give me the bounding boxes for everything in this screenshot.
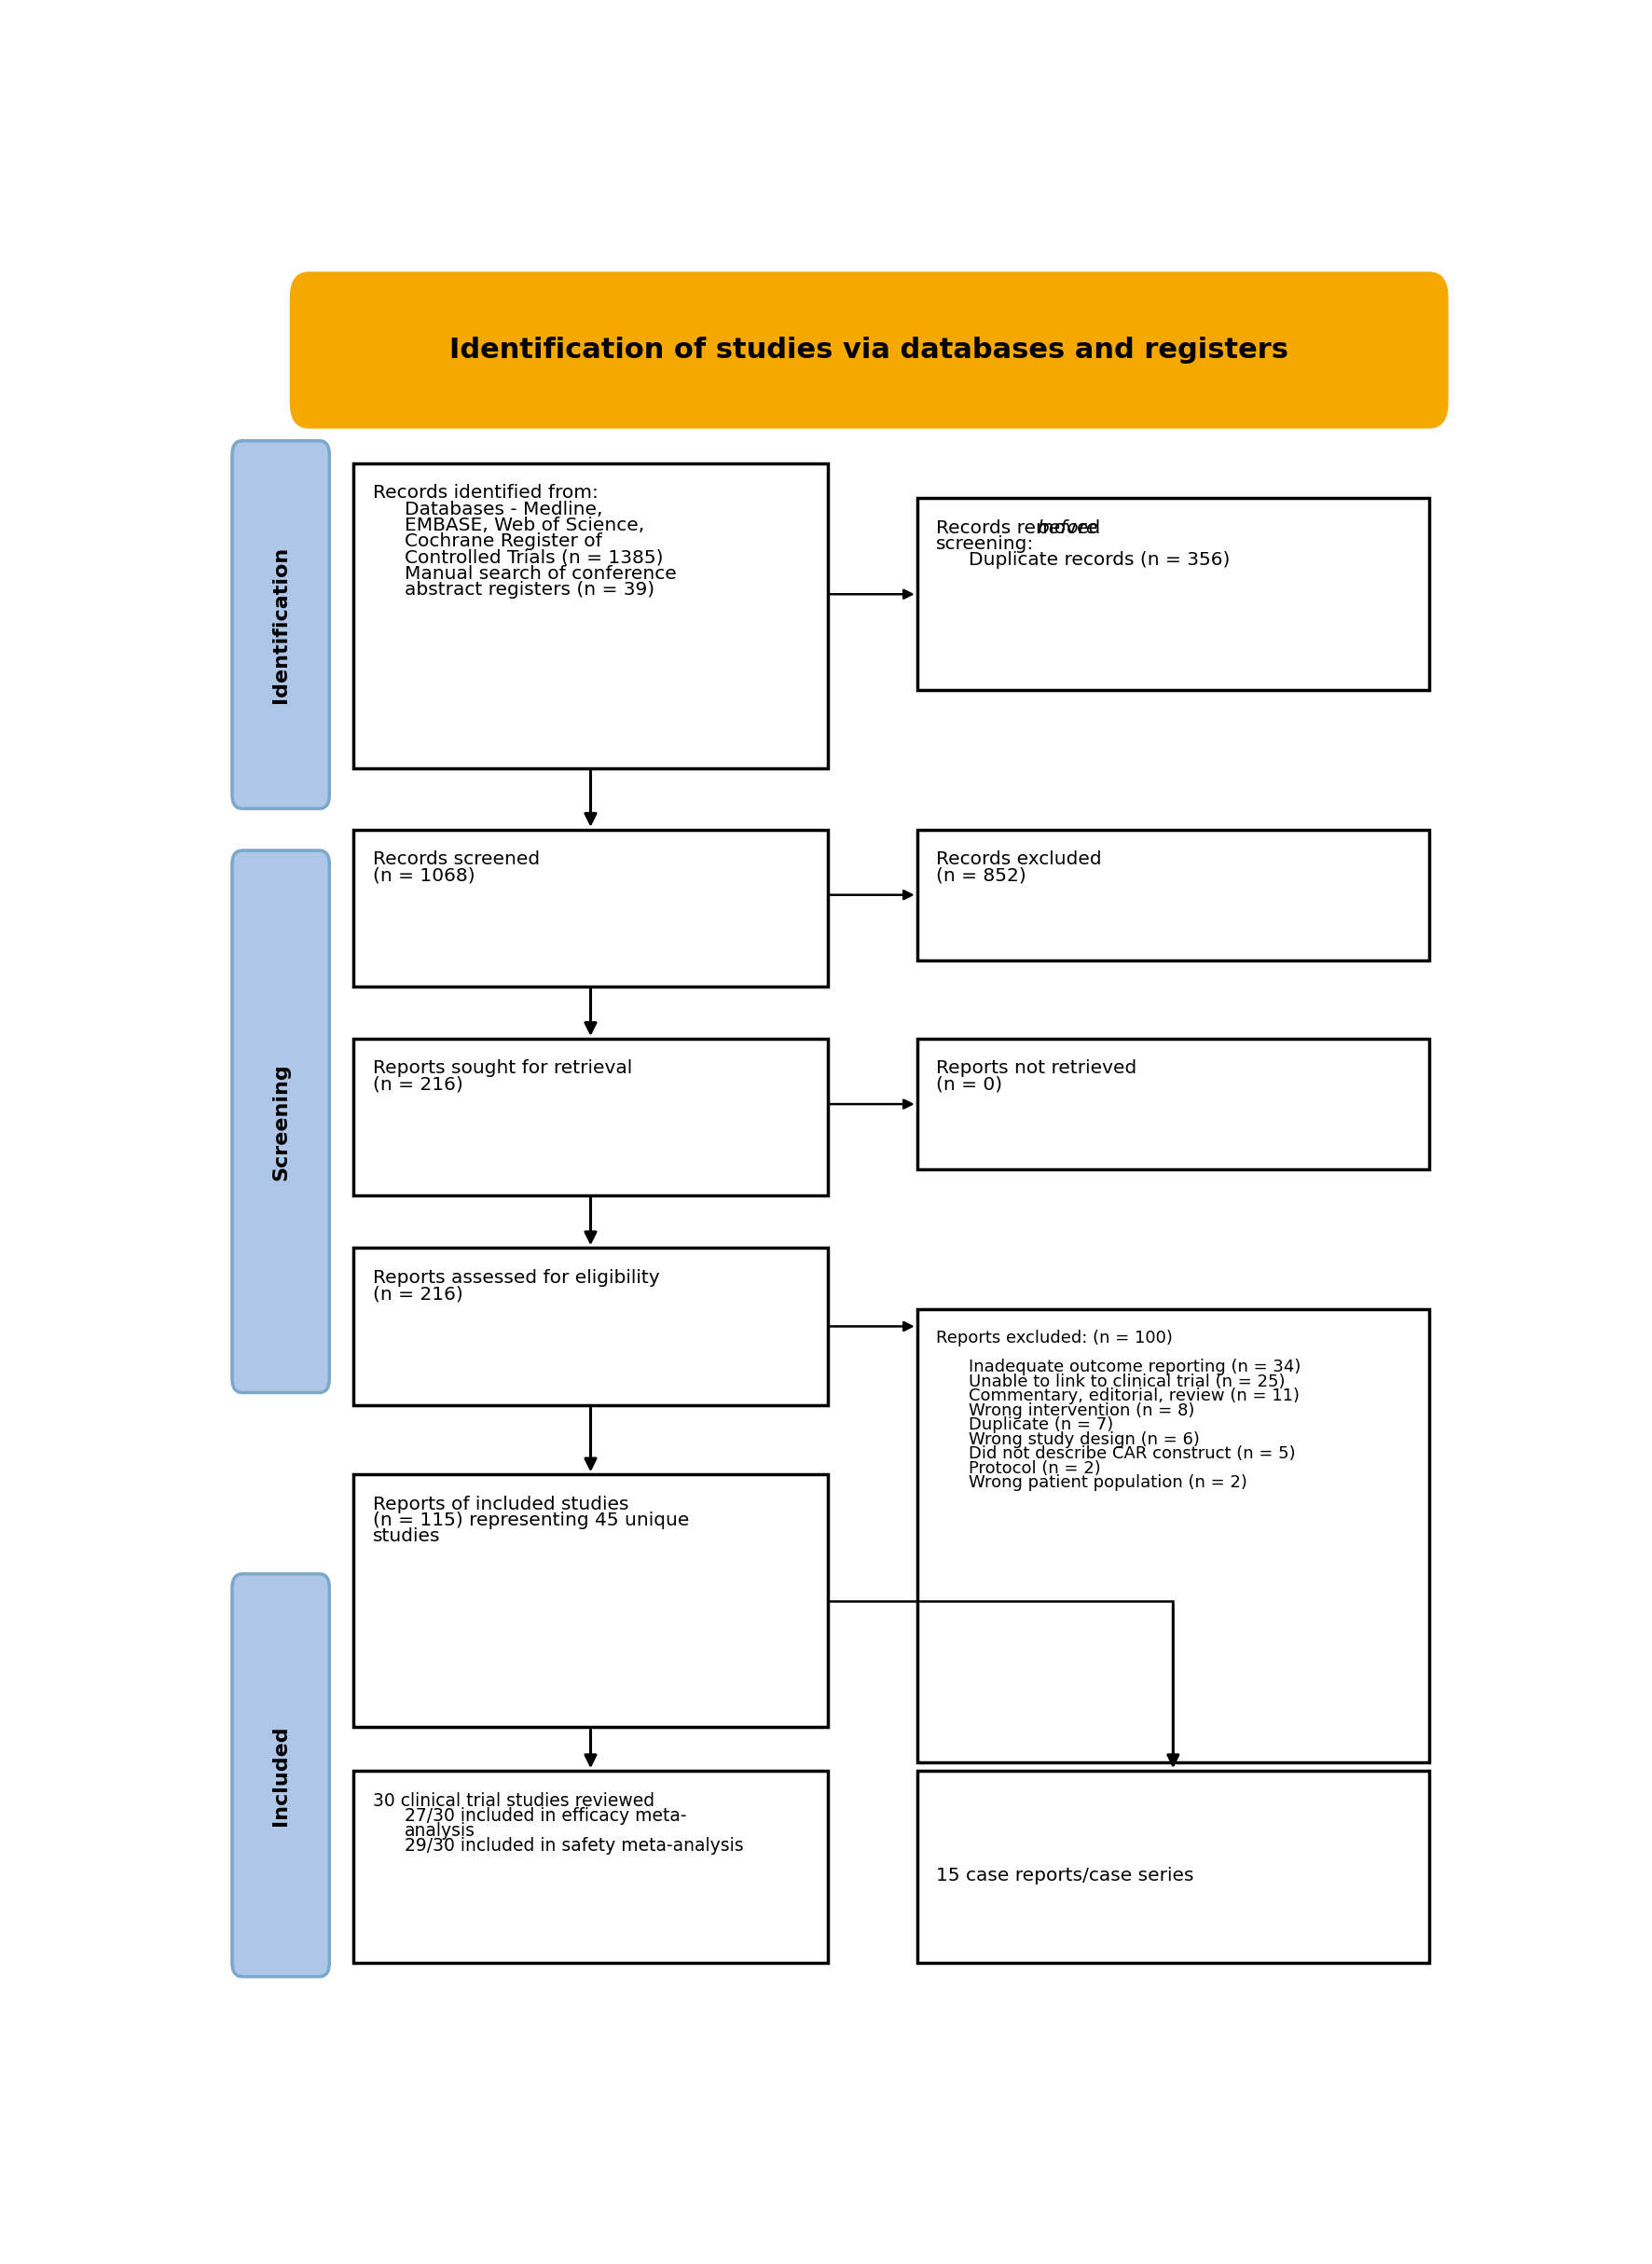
FancyBboxPatch shape <box>354 829 828 987</box>
Text: Commentary, editorial, review (n = 11): Commentary, editorial, review (n = 11) <box>968 1388 1298 1404</box>
Text: Databases - Medline,: Databases - Medline, <box>405 500 603 518</box>
Text: Reports assessed for eligibility: Reports assessed for eligibility <box>373 1268 659 1286</box>
Text: Duplicate records (n = 356): Duplicate records (n = 356) <box>968 552 1229 568</box>
Text: Inadequate outcome reporting (n = 34): Inadequate outcome reporting (n = 34) <box>968 1358 1300 1377</box>
Text: (n = 216): (n = 216) <box>373 1286 463 1302</box>
Text: Identification of studies via databases and registers: Identification of studies via databases … <box>449 337 1289 365</box>
FancyBboxPatch shape <box>231 441 329 808</box>
Text: Records screened: Records screened <box>373 851 540 867</box>
Text: 29/30 included in safety meta-analysis: 29/30 included in safety meta-analysis <box>405 1836 743 1854</box>
Text: 27/30 included in efficacy meta-: 27/30 included in efficacy meta- <box>405 1807 687 1825</box>
FancyBboxPatch shape <box>917 829 1429 960</box>
FancyBboxPatch shape <box>917 498 1429 691</box>
Text: screening:: screening: <box>937 534 1034 552</box>
FancyBboxPatch shape <box>354 1770 828 1963</box>
Text: Did not describe CAR construct (n = 5): Did not describe CAR construct (n = 5) <box>968 1447 1295 1463</box>
Text: (n = 852): (n = 852) <box>937 867 1026 885</box>
Text: Included: Included <box>271 1725 291 1825</box>
Text: Controlled Trials (n = 1385): Controlled Trials (n = 1385) <box>405 548 664 566</box>
Text: Unable to link to clinical trial (n = 25): Unable to link to clinical trial (n = 25… <box>968 1374 1285 1390</box>
Text: (n = 115) representing 45 unique: (n = 115) representing 45 unique <box>373 1512 689 1528</box>
Text: Wrong patient population (n = 2): Wrong patient population (n = 2) <box>968 1474 1247 1492</box>
Text: analysis: analysis <box>405 1823 476 1841</box>
FancyBboxPatch shape <box>917 1309 1429 1761</box>
Text: Records identified from:: Records identified from: <box>373 484 598 503</box>
Text: 30 clinical trial studies reviewed: 30 clinical trial studies reviewed <box>373 1791 654 1809</box>
Text: (n = 216): (n = 216) <box>373 1075 463 1094</box>
Text: Identification: Identification <box>271 546 291 704</box>
Text: studies: studies <box>373 1528 441 1546</box>
Text: Manual search of conference: Manual search of conference <box>405 566 677 582</box>
Text: Reports of included studies: Reports of included studies <box>373 1497 629 1512</box>
Text: EMBASE, Web of Science,: EMBASE, Web of Science, <box>405 516 644 534</box>
Text: (n = 1068): (n = 1068) <box>373 867 476 885</box>
FancyBboxPatch shape <box>231 1573 329 1976</box>
Text: Reports sought for retrieval: Reports sought for retrieval <box>373 1060 633 1078</box>
Text: Reports not retrieved: Reports not retrieved <box>937 1060 1137 1078</box>
FancyBboxPatch shape <box>354 1474 828 1727</box>
Text: Wrong study design (n = 6): Wrong study design (n = 6) <box>968 1431 1199 1449</box>
Text: Screening: Screening <box>271 1062 291 1180</box>
Text: Protocol (n = 2): Protocol (n = 2) <box>968 1460 1100 1476</box>
FancyBboxPatch shape <box>231 851 329 1392</box>
FancyBboxPatch shape <box>354 464 828 767</box>
FancyBboxPatch shape <box>354 1247 828 1404</box>
Text: Cochrane Register of: Cochrane Register of <box>405 532 603 550</box>
Text: before: before <box>1037 518 1097 537</box>
Text: abstract registers (n = 39): abstract registers (n = 39) <box>405 582 654 600</box>
FancyBboxPatch shape <box>289 272 1449 428</box>
Text: Reports excluded: (n = 100): Reports excluded: (n = 100) <box>937 1329 1173 1347</box>
Text: Records removed: Records removed <box>937 518 1107 537</box>
Text: (n = 0): (n = 0) <box>937 1075 1003 1094</box>
Text: Records excluded: Records excluded <box>937 851 1102 867</box>
Text: 15 case reports/case series: 15 case reports/case series <box>937 1868 1194 1884</box>
FancyBboxPatch shape <box>354 1039 828 1195</box>
FancyBboxPatch shape <box>917 1039 1429 1170</box>
FancyBboxPatch shape <box>917 1770 1429 1963</box>
Text: Duplicate (n = 7): Duplicate (n = 7) <box>968 1417 1113 1433</box>
Text: Wrong intervention (n = 8): Wrong intervention (n = 8) <box>968 1401 1194 1420</box>
